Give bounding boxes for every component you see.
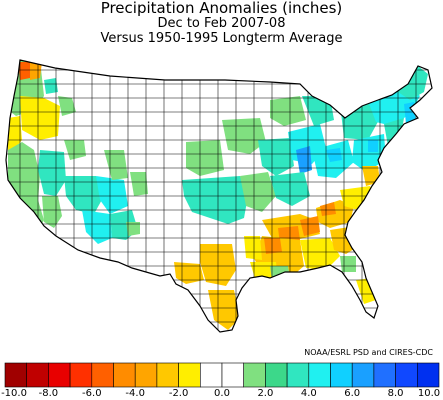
legend-swatch <box>395 362 418 388</box>
us-anomaly-map <box>5 59 433 333</box>
map-period: Dec to Feb 2007-08 <box>157 16 286 31</box>
legend-swatch <box>156 362 179 388</box>
legend-swatch <box>4 362 28 388</box>
legend-tick-label: -6.0 <box>82 388 102 399</box>
legend-swatch <box>113 362 136 388</box>
legend-swatch <box>286 362 310 388</box>
color-legend <box>4 362 440 388</box>
legend-tick-label: -10.0 <box>1 388 27 399</box>
legend-swatch <box>351 362 375 388</box>
data-credit: NOAA/ESRL PSD and CIRES-CDC <box>304 348 433 357</box>
legend-swatch <box>26 362 49 388</box>
legend-tick-label: -4.0 <box>125 388 145 399</box>
legend-swatch <box>91 362 114 388</box>
legend-tick-label: -8.0 <box>38 388 59 399</box>
legend-tick-label: 0.0 <box>214 388 230 399</box>
legend-swatch <box>265 362 288 388</box>
legend-tick-label: 10.0 <box>417 388 441 399</box>
legend-swatch <box>373 362 396 388</box>
legend-tick-label: 8.0 <box>387 388 404 399</box>
legend-swatch <box>178 362 201 388</box>
legend-swatch <box>134 362 158 388</box>
legend-tick-label: 4.0 <box>300 388 317 399</box>
legend-swatch <box>200 362 223 388</box>
map-baseline: Versus 1950-1995 Longterm Average <box>100 31 343 46</box>
legend-tick-label: 6.0 <box>344 388 361 399</box>
legend-tick-label: -2.0 <box>168 388 189 399</box>
legend-tick-label: 2.0 <box>257 388 274 399</box>
legend-swatch <box>243 362 266 388</box>
legend-swatch <box>330 362 353 388</box>
legend-swatch <box>69 362 93 388</box>
legend-swatch <box>221 362 245 388</box>
legend-ticks: -10.0 -8.0 -6.0 -4.0 -2.0 0.0 2.0 4.0 6.0 8.0 10.0 <box>0 388 443 400</box>
legend-swatch <box>48 362 71 388</box>
map-title: Precipitation Anomalies (inches) <box>100 0 343 17</box>
legend-swatch <box>416 362 440 388</box>
legend-swatch <box>308 362 331 388</box>
